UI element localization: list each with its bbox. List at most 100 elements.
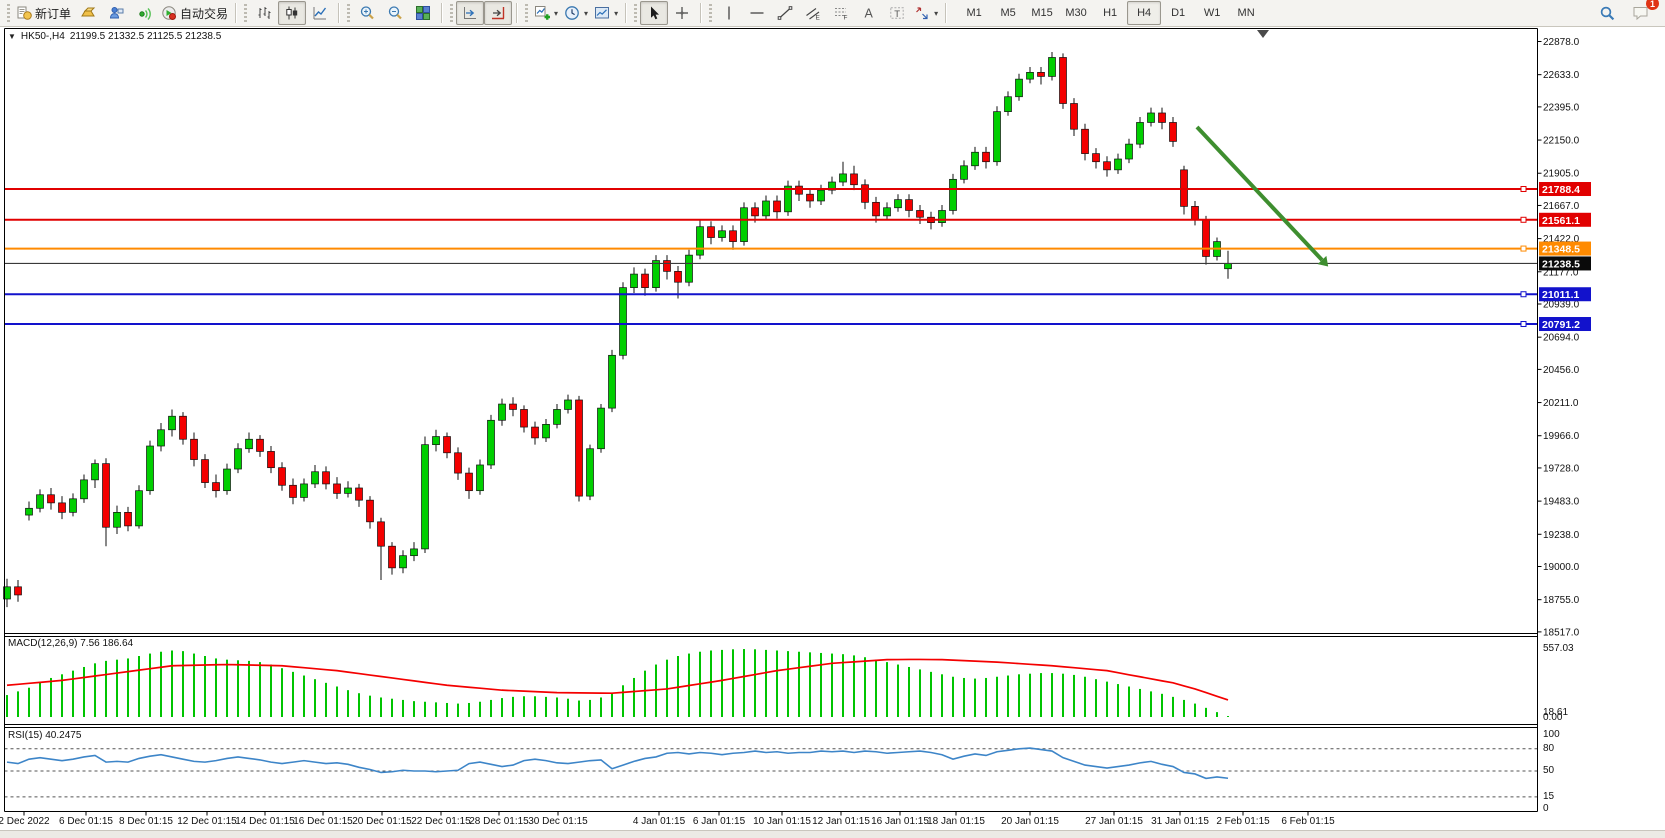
timeframe-m15-button[interactable]: M15 [1031, 7, 1053, 19]
timeframe-m5-button[interactable]: M5 [1000, 7, 1016, 19]
chart-canvas[interactable]: 22878.0 22633.0 22395.0 22150.0 21905.0 21667… [0, 27, 1665, 830]
trend-arrow[interactable] [1195, 125, 1329, 267]
toolbar-separator [700, 3, 703, 23]
timeframe-m1-button[interactable]: M1 [966, 7, 982, 19]
price-tick-label: 18517.0 [1543, 627, 1580, 638]
market-button[interactable] [74, 1, 102, 25]
vertical-line-button[interactable] [715, 1, 743, 25]
date-tick-label: 2 Feb 01:15 [1216, 816, 1270, 827]
timeframe-mn-button[interactable]: MN [1237, 7, 1255, 19]
level-handle[interactable] [1520, 291, 1527, 298]
timeframe-m30-button[interactable]: M30 [1065, 7, 1087, 19]
candlestick-chart-icon [284, 5, 300, 21]
horizontal-line-icon [749, 5, 765, 21]
timeframe-h4-button[interactable]: H4 [1127, 1, 1162, 25]
date-tick-label: 6 Jan 01:15 [693, 816, 746, 827]
cursor-button[interactable] [640, 1, 669, 25]
zoom-out-icon [387, 5, 403, 21]
level-handle[interactable] [1520, 186, 1527, 193]
zoom-in-button[interactable] [353, 1, 381, 25]
price-level-box-21788.4[interactable]: 21788.4 [1539, 182, 1591, 197]
bar-chart-icon [256, 5, 272, 21]
autotrading-button[interactable]: 自动交易 [158, 1, 231, 25]
timeframe-w1-button[interactable]: W1 [1203, 7, 1221, 19]
arrows-button[interactable]: ▾ [911, 1, 941, 25]
candles-layer [3, 52, 1232, 608]
auto-scroll-button[interactable] [456, 1, 485, 25]
date-tick-label: 2 Dec 2022 [0, 816, 50, 827]
search-button[interactable] [1593, 1, 1621, 25]
price-level-box-20791.2[interactable]: 20791.2 [1539, 317, 1591, 332]
timeframe-toolbar: M1 M5 M15 M30 H1 H4 D1 W1 MN [957, 1, 1263, 25]
add-indicator-dropdown-icon[interactable]: ▾ [554, 8, 559, 18]
new-order-label: 新订单 [35, 6, 72, 21]
price-tick-label: 19483.0 [1543, 497, 1580, 508]
date-tick-label: 31 Jan 01:15 [1151, 816, 1209, 827]
date-tick-label: 8 Dec 01:15 [119, 816, 173, 827]
price-tick-label: 22633.0 [1543, 70, 1580, 81]
level-handle[interactable] [1520, 245, 1527, 252]
new-order-button[interactable]: 新订单 [13, 1, 74, 25]
date-tick-label: 10 Jan 01:15 [753, 816, 811, 827]
periods-button[interactable]: ▾ [561, 1, 591, 25]
periods-dropdown-icon[interactable]: ▾ [584, 8, 589, 18]
templates-dropdown-icon[interactable]: ▾ [614, 8, 619, 18]
trend-line-button[interactable] [771, 1, 799, 25]
arrows-icon [914, 5, 930, 21]
price-tick-label: 20939.0 [1543, 300, 1580, 311]
metaeditor-button[interactable] [102, 1, 130, 25]
rsi-line [6, 747, 1229, 780]
text-label-button[interactable]: T [883, 1, 911, 25]
svg-text:F: F [844, 15, 848, 22]
arrows-dropdown-icon[interactable]: ▾ [934, 8, 939, 18]
price-level-box-21011.1[interactable]: 21011.1 [1539, 287, 1591, 302]
rsi-indicator-label: RSI(15) 40.2475 [8, 730, 82, 741]
alerts-button[interactable] [130, 1, 158, 25]
chart-window: 22878.0 22633.0 22395.0 22150.0 21905.0 21667… [0, 27, 1665, 830]
fibonacci-button[interactable]: F [827, 1, 855, 25]
candlestick-chart-button[interactable] [278, 1, 307, 25]
date-tick-label: 14 Dec 01:15 [235, 816, 295, 827]
price-tick-label: 19966.0 [1543, 431, 1580, 442]
price-tick-label: 22878.0 [1543, 37, 1580, 48]
equidistant-channel-button[interactable]: E [799, 1, 827, 25]
chart-shift-button[interactable] [484, 1, 513, 25]
rsi-pane [4, 747, 1538, 798]
price-level-box-21238.5[interactable]: 21238.5 [1539, 256, 1591, 271]
date-tick-label: 12 Jan 01:15 [812, 816, 870, 827]
price-level-box-21348.5[interactable]: 21348.5 [1539, 241, 1591, 256]
add-indicator-button[interactable]: ▾ [531, 1, 561, 25]
tile-windows-icon [415, 5, 431, 21]
toolbar-separator [441, 3, 444, 23]
chart-shift-marker[interactable] [1257, 30, 1269, 38]
new-order-icon [16, 5, 32, 21]
toolbar-grip [709, 4, 713, 22]
level-handle[interactable] [1520, 216, 1527, 223]
svg-text:21561.1: 21561.1 [1542, 215, 1580, 227]
date-tick-label: 20 Jan 01:15 [1001, 816, 1059, 827]
text-button[interactable]: A [855, 1, 883, 25]
cursor-icon [646, 5, 662, 21]
date-tick-label: 20 Dec 01:15 [352, 816, 412, 827]
auto-scroll-icon [462, 5, 478, 21]
chart-menu-icon[interactable]: ▼ [8, 32, 16, 41]
zoom-out-button[interactable] [381, 1, 409, 25]
crosshair-button[interactable] [668, 1, 696, 25]
templates-button[interactable]: ▾ [591, 1, 621, 25]
bar-chart-button[interactable] [250, 1, 278, 25]
price-level-box-21561.1[interactable]: 21561.1 [1539, 212, 1591, 227]
line-chart-icon [312, 5, 328, 21]
level-handle[interactable] [1520, 321, 1527, 328]
horizontal-line-button[interactable] [743, 1, 771, 25]
tile-windows-button[interactable] [409, 1, 437, 25]
price-tick-label: 22395.0 [1543, 102, 1580, 113]
fibonacci-icon: F [833, 5, 849, 21]
toolbar-grip [525, 4, 529, 22]
svg-text:21011.1: 21011.1 [1542, 289, 1580, 301]
date-axis: 2 Dec 2022 6 Dec 01:15 8 Dec 01:15 12 Dec 0… [0, 811, 1335, 827]
timeframe-h1-button[interactable]: H1 [1103, 7, 1118, 19]
notifications-button[interactable]: 1 [1627, 0, 1659, 25]
timeframe-d1-button[interactable]: D1 [1171, 7, 1186, 19]
line-chart-button[interactable] [306, 1, 334, 25]
autotrading-icon [161, 5, 177, 21]
